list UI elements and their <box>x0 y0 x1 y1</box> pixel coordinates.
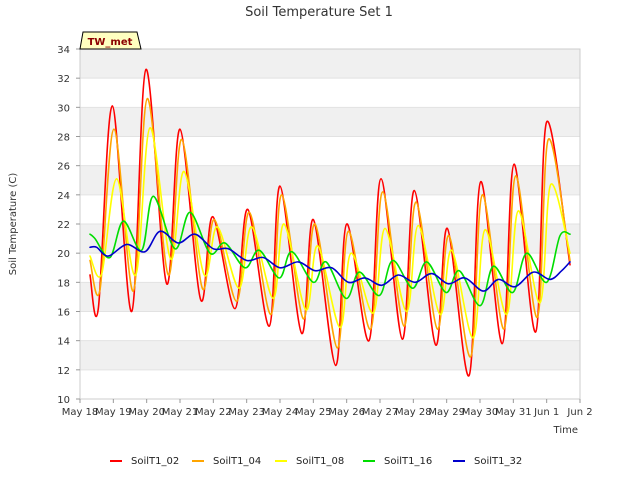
y-tick-label: 10 <box>57 395 70 406</box>
site-badge-label: TW_met <box>88 37 133 48</box>
plot-background-bands <box>80 48 580 400</box>
y-tick-label: 32 <box>57 74 70 85</box>
chart-title: Soil Temperature Set 1 <box>245 5 393 20</box>
series-line-soilt1-04 <box>89 97 571 358</box>
y-tick-label: 30 <box>57 103 70 114</box>
series-line-soilt1-16 <box>89 195 571 307</box>
x-tick-label: May 30 <box>462 407 499 418</box>
x-tick-label: May 21 <box>162 407 199 418</box>
plot-band <box>80 224 580 254</box>
series-lines <box>89 68 571 377</box>
legend-label: SoilT1_04 <box>213 456 261 467</box>
plot-band <box>80 282 580 312</box>
site-badge: TW_met <box>79 31 142 50</box>
plot-band <box>80 78 580 108</box>
x-axis-label: Time <box>553 425 578 436</box>
y-tick-label: 14 <box>57 337 70 348</box>
y-axis-ticks: 10 12 14 16 18 20 22 24 26 28 30 32 34 <box>57 45 80 406</box>
x-tick-label: May 29 <box>428 407 465 418</box>
plot-band <box>80 340 580 370</box>
x-tick-label: May 22 <box>195 407 232 418</box>
y-axis-label: Soil Temperature (C) <box>8 173 19 276</box>
legend-label: SoilT1_32 <box>474 456 522 467</box>
legend-label: SoilT1_02 <box>131 456 179 467</box>
y-tick-label: 34 <box>57 45 70 56</box>
y-tick-label: 16 <box>57 308 70 319</box>
x-tick-label: May 26 <box>328 407 365 418</box>
x-tick-label: Jun 2 <box>566 407 592 418</box>
x-tick-label: May 19 <box>95 407 132 418</box>
plot-band <box>80 194 580 224</box>
y-tick-label: 22 <box>57 220 70 231</box>
y-tick-label: 24 <box>57 191 70 202</box>
plot-band <box>80 49 580 79</box>
series-line-soilt1-08 <box>89 126 571 339</box>
x-tick-label: Jun 1 <box>533 407 559 418</box>
plot-band <box>80 369 580 399</box>
x-tick-label: May 18 <box>62 407 99 418</box>
x-tick-label: May 20 <box>128 407 165 418</box>
x-tick-label: May 25 <box>295 407 332 418</box>
legend: SoilT1_02 SoilT1_04 SoilT1_08 SoilT1_16 Soil… <box>110 456 522 467</box>
y-tick-label: 12 <box>57 366 70 377</box>
x-tick-label: May 31 <box>495 407 532 418</box>
plot-band <box>80 165 580 195</box>
legend-label: SoilT1_16 <box>384 456 432 467</box>
y-tick-label: 18 <box>57 278 70 289</box>
x-tick-label: May 27 <box>362 407 399 418</box>
site-badge-box <box>79 31 142 50</box>
y-tick-label: 26 <box>57 162 70 173</box>
x-tick-label: May 24 <box>262 407 299 418</box>
y-tick-label: 28 <box>57 133 70 144</box>
plot-band <box>80 136 580 166</box>
series-line-soilt1-32 <box>89 230 571 292</box>
x-tick-label: May 23 <box>228 407 265 418</box>
x-tick-label: May 28 <box>395 407 432 418</box>
legend-label: SoilT1_08 <box>296 456 344 467</box>
y-tick-label: 20 <box>57 249 70 260</box>
plot-band <box>80 107 580 137</box>
